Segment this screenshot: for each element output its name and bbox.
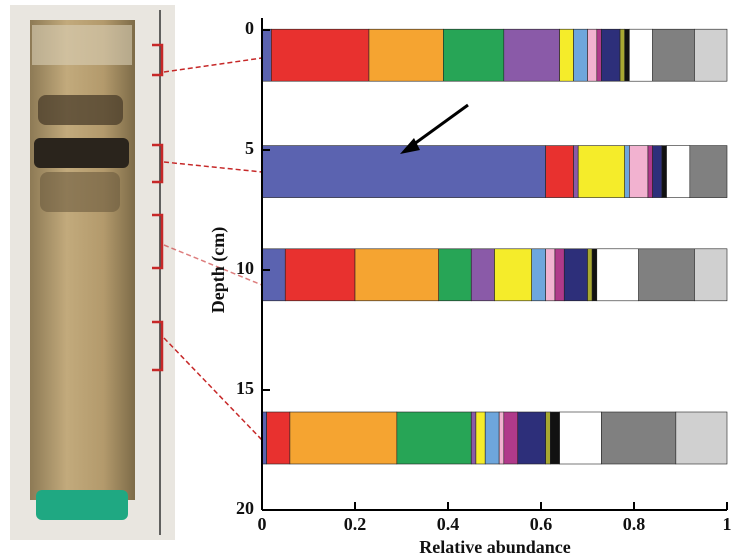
bar-segment (517, 411, 546, 465)
bar-segment (498, 411, 505, 465)
bar-segment (475, 411, 486, 465)
bar-segment (624, 28, 630, 82)
bar-segment (573, 145, 579, 198)
dark-band (38, 95, 123, 125)
connectors (163, 57, 263, 441)
bar-segment (470, 248, 495, 302)
bar-segment (666, 145, 691, 198)
y-tick-label: 15 (236, 378, 254, 398)
bar-segment (368, 28, 444, 82)
bar-segment (675, 411, 728, 465)
bar-segment (573, 28, 588, 82)
x-axis-label: Relative abundance (419, 537, 571, 557)
bar-segment (261, 248, 286, 302)
bar-segment (545, 145, 574, 198)
bar-segment (629, 145, 649, 198)
bar-segment (354, 248, 439, 302)
x-tick-label: 1 (723, 514, 732, 534)
bar-segment (591, 248, 598, 302)
connector (163, 57, 263, 73)
bar-segment (531, 248, 546, 302)
bar-segment (270, 28, 370, 82)
bar-segment (596, 248, 639, 302)
bar-segment (549, 411, 560, 465)
bar-segment (396, 411, 472, 465)
bar-segment (619, 28, 625, 82)
bar-segment (284, 248, 356, 302)
bar-segment (559, 28, 574, 82)
x-tick-label: 0.8 (623, 514, 646, 534)
connector (163, 244, 263, 286)
bracket (152, 320, 164, 372)
bar-segment (503, 28, 560, 82)
bar-segment (689, 145, 728, 198)
dark-band (34, 138, 129, 168)
y-tick-label: 5 (245, 138, 254, 158)
bar-segment (563, 248, 588, 302)
bar-segment (587, 248, 593, 302)
bracket (152, 213, 164, 270)
arrow-head (400, 138, 420, 154)
bracket (152, 43, 164, 77)
bar-segment (601, 28, 621, 82)
bar-segment (545, 411, 551, 465)
x-tick-label: 0.6 (530, 514, 553, 534)
bar-segment (629, 28, 653, 82)
bar-segment (484, 411, 500, 465)
bar-segment (266, 411, 291, 465)
bar-segment (554, 248, 565, 302)
x-tick-label: 0 (258, 514, 267, 534)
y-tick-label: 20 (236, 498, 254, 518)
arrow (400, 103, 469, 154)
bar-segment (624, 145, 630, 198)
bar-segment (694, 248, 728, 302)
mottled-band (40, 172, 120, 212)
bar-segment (577, 145, 626, 198)
bar-segment (470, 411, 477, 465)
bar-segment (494, 248, 533, 302)
x-tick-label: 0.2 (344, 514, 367, 534)
water-top (32, 25, 132, 65)
y-tick-label: 0 (245, 18, 254, 38)
sediment-tube (30, 20, 135, 500)
green-cap (36, 490, 128, 520)
bar-segment (261, 28, 272, 82)
bar-segment (652, 28, 695, 82)
bar-segment (596, 28, 602, 82)
bar-segment (261, 145, 546, 198)
x-tick-label: 0.4 (437, 514, 460, 534)
bar-segment (638, 248, 695, 302)
bar-segment (652, 145, 663, 198)
bar-segment (443, 28, 505, 82)
arrow-shaft (409, 103, 469, 149)
y-axis-label: Depth (cm) (208, 227, 229, 313)
brackets (152, 43, 164, 372)
bar-segment (559, 411, 602, 465)
bar-segment (503, 411, 519, 465)
bar-segment (438, 248, 472, 302)
bar-segment (289, 411, 398, 465)
bar-segment (694, 28, 728, 82)
bar-segment (587, 28, 598, 82)
y-tick-label: 10 (236, 258, 254, 278)
bar-segment (601, 411, 677, 465)
connector (163, 161, 263, 173)
core-photo (10, 5, 175, 540)
bracket (152, 143, 164, 184)
bar-segment (647, 145, 653, 198)
bar-segment (545, 248, 556, 302)
bar-segment (661, 145, 667, 198)
